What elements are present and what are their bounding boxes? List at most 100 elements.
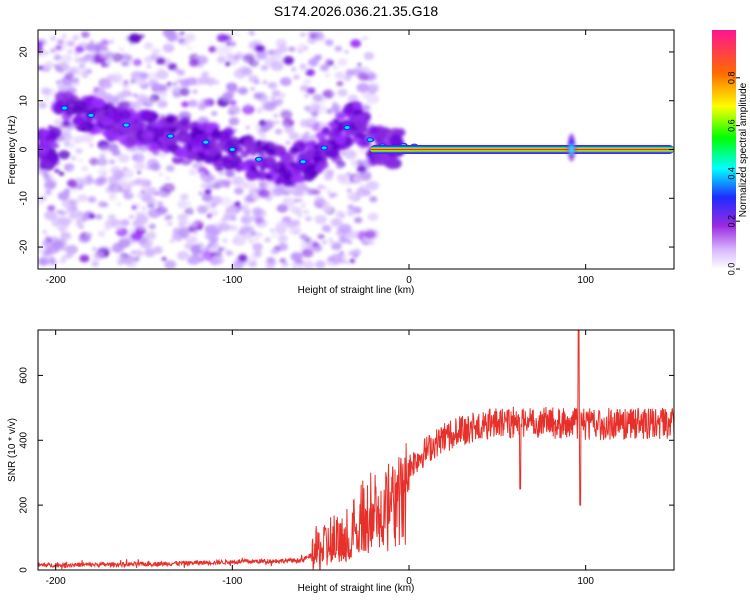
- heat-blob: [61, 33, 67, 39]
- ridge-blob: [222, 159, 237, 171]
- heat-blob: [270, 49, 282, 59]
- heat-blob: [282, 198, 290, 204]
- heat-blob: [148, 80, 155, 85]
- heat-blob: [242, 54, 255, 64]
- heat-blob: [199, 171, 205, 176]
- ridge-blob: [96, 112, 106, 121]
- ridge-blob: [342, 106, 354, 116]
- heat-blob: [260, 64, 269, 71]
- heat-blob: [198, 191, 204, 196]
- heat-blob: [192, 230, 198, 235]
- heat-blob: [337, 58, 348, 67]
- heat-blob: [108, 39, 114, 44]
- snr-xlabel: Height of straight line (km): [298, 583, 415, 594]
- heat-blob: [317, 233, 325, 240]
- heat-blob: [279, 92, 286, 98]
- heat-blob: [299, 84, 309, 92]
- colorbar-tick-label-3: 0.6: [726, 119, 736, 132]
- y-tick-label-1-2: 400: [19, 431, 30, 448]
- heat-blob: [135, 155, 146, 163]
- heat-blob: [59, 217, 71, 226]
- heat-blob: [354, 216, 363, 224]
- colorbar-label: Normalized spectral amplitude: [738, 82, 749, 217]
- ridge-blob: [152, 126, 166, 138]
- heat-blob: [139, 72, 149, 80]
- heat-blob: [224, 205, 238, 216]
- ridge-blob: [326, 130, 335, 138]
- heat-blob: [314, 195, 325, 204]
- heat-blob: [162, 182, 175, 193]
- heat-blob: [110, 166, 122, 175]
- heat-blob: [135, 214, 149, 225]
- heat-blob: [143, 42, 153, 50]
- heat-blob: [94, 177, 105, 187]
- y-tick-label-1-3: 600: [19, 367, 30, 384]
- heat-blob: [330, 217, 343, 228]
- heat-blob: [321, 224, 332, 233]
- hotspot-inner: [88, 113, 94, 117]
- heat-blob: [121, 60, 129, 67]
- heat-blob: [110, 193, 116, 197]
- colorbar-tick-label-2: 0.4: [726, 167, 736, 180]
- x-tick-label-0-2: 0: [406, 275, 412, 286]
- heat-blob: [322, 89, 335, 99]
- heat-blob: [301, 248, 314, 258]
- heat-blob: [303, 32, 310, 37]
- heat-blob: [172, 82, 177, 86]
- heat-blob: [267, 81, 278, 90]
- heat-blob: [38, 101, 48, 109]
- figure-title: S174.2026.036.21.35.G18: [274, 3, 438, 19]
- ridge-blob: [164, 149, 170, 154]
- heat-blob: [271, 90, 281, 97]
- heat-blob: [123, 80, 129, 84]
- heat-blob: [308, 31, 315, 36]
- heat-blob: [269, 228, 275, 233]
- heat-blob: [254, 44, 265, 53]
- heat-blob: [177, 213, 188, 222]
- heat-blob: [161, 257, 167, 261]
- heat-blob: [248, 261, 258, 268]
- heat-blob: [346, 188, 352, 193]
- heat-blob: [132, 58, 142, 66]
- heat-blob: [128, 33, 142, 44]
- x-tick-label-0-0: -200: [46, 275, 66, 286]
- heat-blob: [345, 69, 355, 77]
- heat-blob: [256, 107, 263, 114]
- heat-blob: [120, 168, 134, 179]
- heat-blob: [198, 75, 210, 85]
- heat-blob: [72, 135, 84, 144]
- heat-blob: [68, 212, 78, 220]
- heat-blob: [233, 128, 238, 133]
- heat-blob: [42, 230, 48, 234]
- heat-blob: [61, 255, 67, 259]
- spectrogram-heat: [38, 30, 674, 269]
- heat-blob: [347, 94, 359, 103]
- heat-blob: [341, 151, 346, 155]
- heat-blob: [357, 72, 369, 81]
- heat-blob: [145, 231, 157, 240]
- heat-blob: [294, 199, 299, 203]
- heat-blob: [167, 221, 173, 226]
- heat-blob: [176, 69, 185, 76]
- heat-blob: [228, 117, 240, 126]
- heat-blob: [336, 164, 343, 170]
- ridge-blob: [335, 135, 347, 145]
- heat-blob: [226, 52, 234, 59]
- colorbar-tick-label-0: 0.0: [726, 263, 736, 276]
- ridge-blob: [39, 154, 47, 161]
- heat-blob: [334, 71, 345, 80]
- heat-blob: [140, 190, 146, 195]
- heat-blob: [42, 171, 50, 178]
- ridge-blob: [335, 112, 346, 121]
- y-tick-label-1-0: 0: [19, 567, 30, 573]
- y-tick-label-0-4: 20: [19, 46, 30, 58]
- heat-blob: [352, 253, 359, 258]
- heat-blob: [201, 193, 213, 202]
- heat-blob: [101, 46, 109, 52]
- ridge-blob: [234, 165, 243, 172]
- heat-blob: [312, 30, 324, 40]
- heat-blob: [72, 77, 79, 83]
- heat-blob: [128, 180, 137, 187]
- ridge-blob: [222, 145, 231, 152]
